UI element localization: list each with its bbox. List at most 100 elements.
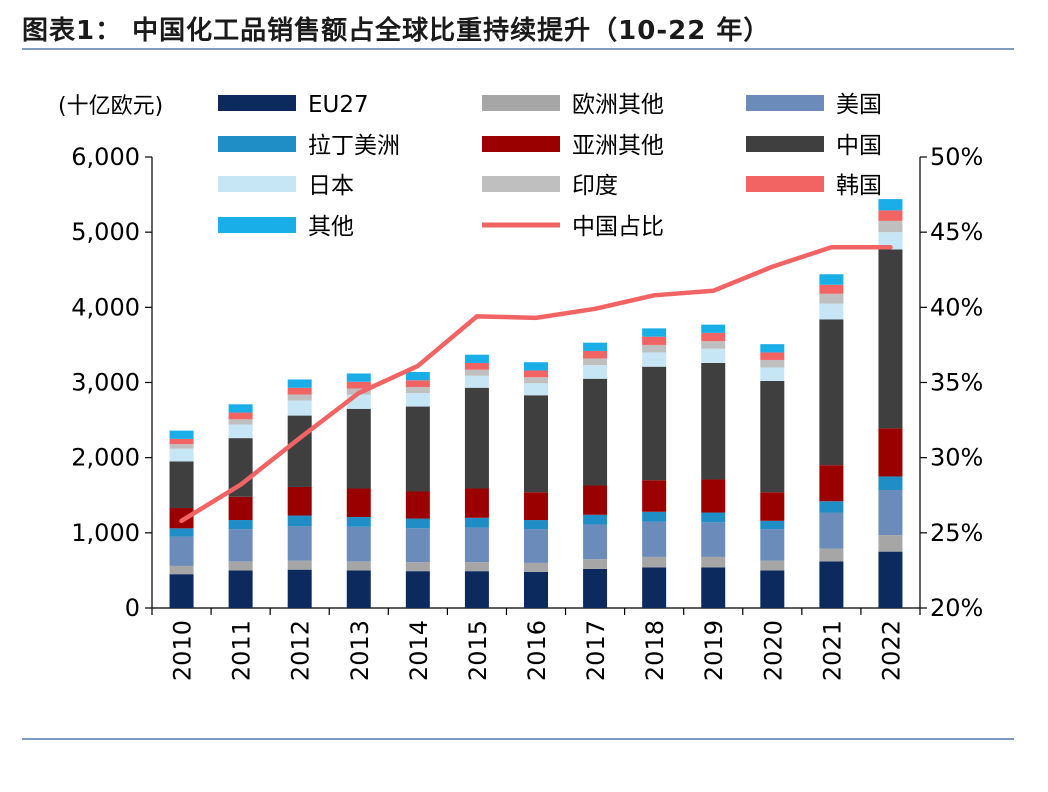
legend-item: 中国 [746,133,882,159]
bar-segment [524,529,548,563]
x-tick-label: 2022 [877,620,905,681]
bar-segment [405,491,430,519]
bar-segment [524,370,548,378]
bar-segment [524,571,548,608]
legend-item: 印度 [482,173,618,199]
china-share-point [770,264,775,269]
legend-item: 日本 [218,173,354,199]
right-tick-label: 25% [930,519,983,547]
axes: 0 1,000 2,000 3,000 4,000 5,000 6,000 20% 25% 30%… [58,94,983,681]
bar-segment [464,562,489,572]
legend-swatch [482,95,560,111]
bar-segment [642,556,667,568]
legend-label: 美国 [836,92,882,118]
legend-swatch [218,136,296,152]
x-tick-label: 2021 [818,620,846,681]
legend-label: 中国占比 [572,214,664,240]
bar-segment [760,344,785,353]
china-share-point [652,293,657,298]
bar-segment [228,496,253,521]
bar-segment [760,492,785,521]
right-tick-label: 40% [930,293,983,321]
bar-segment [228,424,253,439]
legend-label: 拉丁美洲 [308,133,400,159]
bar-segment [760,359,785,368]
bar-segment [346,381,371,389]
bar-segment [346,517,371,527]
bar-segment [169,444,194,449]
china-share-point [238,482,243,487]
bar-segment [464,375,489,388]
bar-segment [701,522,726,557]
china-share-point [593,306,598,311]
bar-segment [464,354,489,363]
bar-segment [464,571,489,608]
legend-item: 韩国 [746,173,882,199]
x-tick-label: 2016 [523,620,551,681]
bar-segment [228,561,253,571]
legend-swatch [218,217,296,233]
right-tick-label: 50% [930,143,983,171]
bar-segment [583,485,608,515]
bar-segment [464,517,489,528]
bar-segment [287,515,312,527]
x-tick-label: 2018 [641,620,669,681]
bar-segment [701,362,726,480]
bar-segment [819,548,844,562]
bar-segment [760,520,785,530]
bar-segment [819,465,844,502]
china-share-point [356,391,361,396]
bar-segment [405,406,430,492]
bar-segment [583,524,608,560]
x-tick-label: 2015 [464,620,492,681]
x-tick-label: 2011 [228,620,256,681]
bar-segment [878,199,903,211]
bar-segment [819,274,844,285]
bar-segment [642,567,667,608]
bar-segment [760,352,785,360]
china-share-point [415,363,420,368]
bar-segment [405,393,430,407]
x-tick-label: 2010 [169,620,197,681]
bar-segment [228,419,253,425]
legend-swatch [482,136,560,152]
bar-segment [583,568,608,608]
bar-segment [169,565,194,575]
x-tick-label: 2013 [346,620,374,681]
legend-item: 欧洲其他 [482,92,664,118]
bar-segment [701,556,726,568]
bar-segment [524,562,548,572]
bar-segment [878,210,903,221]
bar-segment [287,415,312,487]
y-unit-label: (十亿欧元) [58,94,163,119]
bar-segment [524,520,548,530]
bar-segment [583,514,608,525]
x-tick-label: 2019 [700,620,728,681]
bar-segment [287,560,312,570]
bar-segment [701,512,726,523]
bar-segment [405,528,430,563]
bar-segment [524,383,548,396]
right-tick-label: 20% [930,594,983,622]
bar-segment [405,518,430,529]
right-tick-label: 35% [930,369,983,397]
bar-segment [169,448,194,462]
left-tick-label: 5,000 [71,218,140,246]
china-share-point [534,315,538,320]
bar-segment [583,365,608,379]
bar-segment [169,574,194,608]
legend-swatch [218,95,296,111]
bar-stack-2022 [878,199,903,608]
bar-segment [878,428,903,477]
bar-segment [878,551,903,608]
bar-stack-2015 [464,354,489,608]
legend-item: 中国占比 [482,214,664,240]
bar-stack-2017 [583,342,608,608]
left-tick-label: 3,000 [71,369,140,397]
x-tick-label: 2012 [287,620,315,681]
footer-divider [22,738,1014,740]
bar-segment [346,561,371,571]
bar-stack-2010 [169,430,194,608]
legend-label: 亚洲其他 [572,133,664,159]
